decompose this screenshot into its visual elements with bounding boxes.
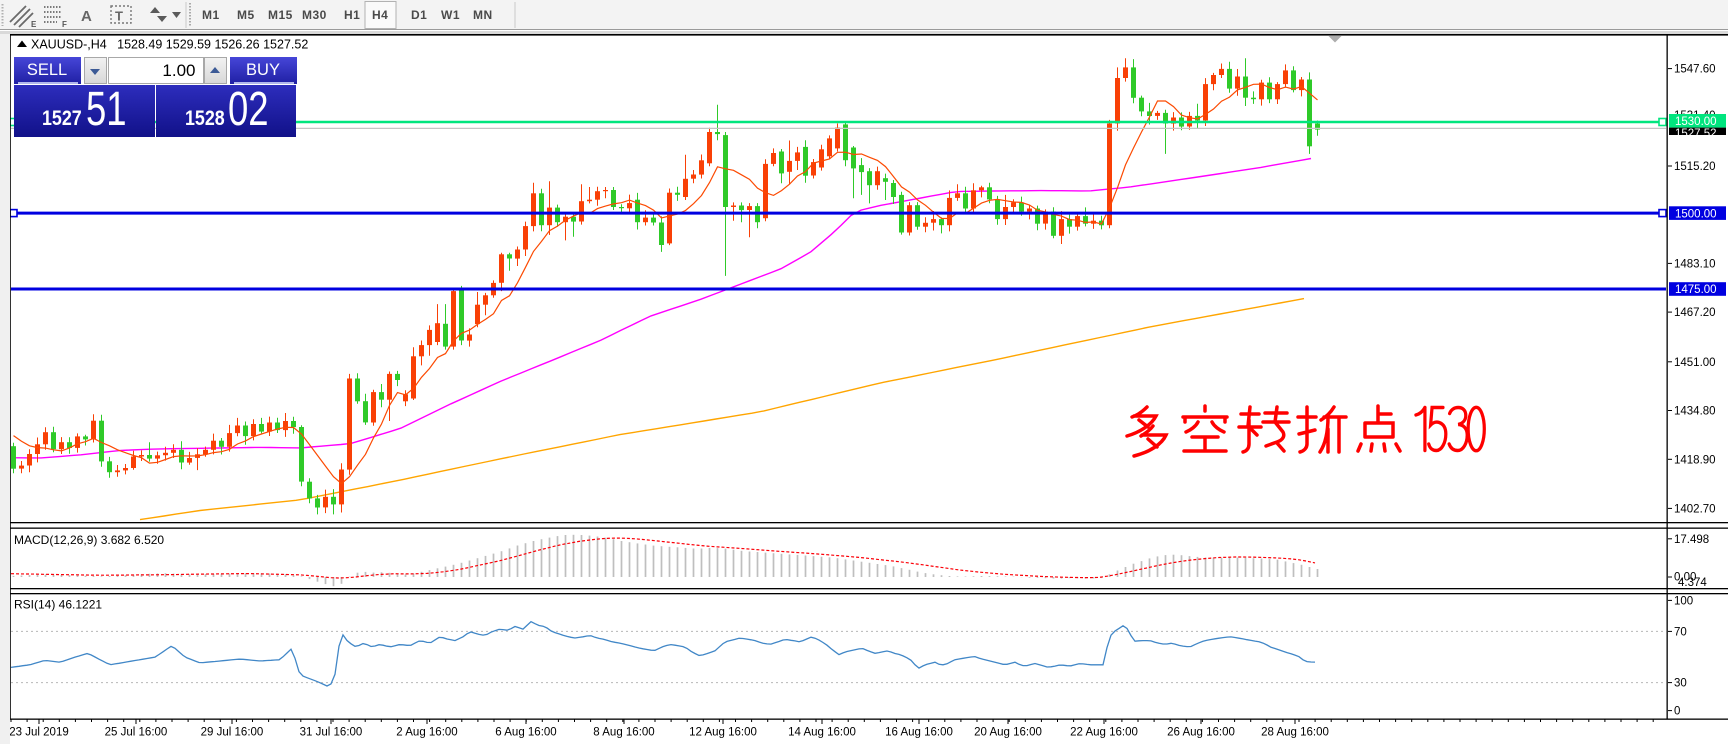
svg-text:1527.52: 1527.52	[1675, 128, 1717, 140]
svg-text:0.00: 0.00	[1674, 572, 1696, 584]
svg-text:26 Aug 16:00: 26 Aug 16:00	[1167, 727, 1235, 739]
svg-text:E: E	[31, 20, 37, 29]
svg-text:20 Aug 16:00: 20 Aug 16:00	[974, 727, 1042, 739]
svg-text:70: 70	[1674, 626, 1687, 638]
svg-text:6 Aug 16:00: 6 Aug 16:00	[495, 727, 556, 739]
svg-text:1434.80: 1434.80	[1674, 406, 1716, 418]
svg-text:100: 100	[1674, 595, 1693, 607]
svg-text:XAUUSD-,H4 1528.49 1529.59 1: XAUUSD-,H4 1528.49 1529.59 1526.26 1527.…	[31, 38, 308, 52]
svg-text:14 Aug 16:00: 14 Aug 16:00	[788, 727, 856, 739]
svg-text:T: T	[115, 9, 123, 24]
svg-text:1451.00: 1451.00	[1674, 357, 1716, 369]
svg-text:17.498: 17.498	[1674, 534, 1709, 546]
svg-text:1500.00: 1500.00	[1675, 208, 1717, 220]
svg-text:1475.00: 1475.00	[1675, 284, 1717, 296]
svg-text:31 Jul 16:00: 31 Jul 16:00	[300, 727, 363, 739]
svg-text:1515.20: 1515.20	[1674, 161, 1716, 173]
svg-text:12 Aug 16:00: 12 Aug 16:00	[689, 727, 757, 739]
svg-text:30: 30	[1674, 678, 1687, 690]
svg-text:22 Aug 16:00: 22 Aug 16:00	[1070, 727, 1138, 739]
svg-text:MACD(12,26,9) 3.682 6.520: MACD(12,26,9) 3.682 6.520	[14, 533, 164, 547]
svg-text:RSI(14) 46.1221: RSI(14) 46.1221	[14, 598, 102, 612]
svg-text:16 Aug 16:00: 16 Aug 16:00	[885, 727, 953, 739]
svg-text:0: 0	[1674, 706, 1680, 718]
svg-text:1418.90: 1418.90	[1674, 454, 1716, 466]
svg-text:4.374: 4.374	[1678, 577, 1707, 589]
svg-text:F: F	[62, 20, 67, 29]
svg-text:1402.70: 1402.70	[1674, 503, 1716, 515]
svg-text:A: A	[81, 8, 92, 25]
svg-text:29 Jul 16:00: 29 Jul 16:00	[201, 727, 264, 739]
svg-text:1467.20: 1467.20	[1674, 307, 1716, 319]
svg-text:25 Jul 16:00: 25 Jul 16:00	[105, 727, 168, 739]
svg-text:23 Jul 2019: 23 Jul 2019	[9, 727, 68, 739]
svg-text:2 Aug 16:00: 2 Aug 16:00	[396, 727, 457, 739]
svg-text:8 Aug 16:00: 8 Aug 16:00	[593, 727, 654, 739]
svg-text:1547.60: 1547.60	[1674, 64, 1716, 76]
svg-text:1530.00: 1530.00	[1675, 116, 1717, 128]
svg-text:28 Aug 16:00: 28 Aug 16:00	[1261, 727, 1329, 739]
svg-text:1483.10: 1483.10	[1674, 258, 1716, 270]
